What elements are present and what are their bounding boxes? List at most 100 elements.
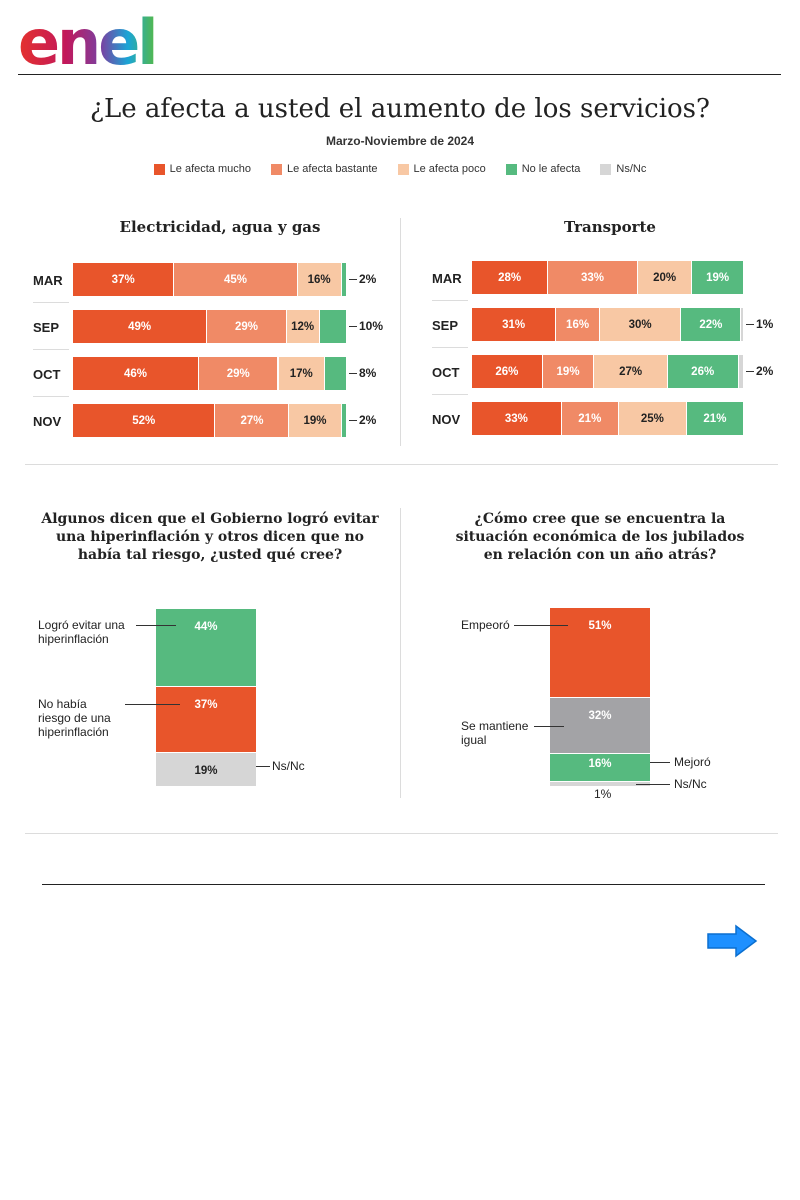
leader-line [125, 704, 180, 705]
outside-label: 2% [359, 413, 377, 427]
outside-label: 1% [756, 317, 774, 331]
annotation-line: Mejoró [674, 755, 711, 769]
row-separator [33, 349, 69, 350]
row-separator [33, 302, 69, 303]
bar-segment: 29% [199, 357, 278, 390]
leader-line [746, 371, 754, 372]
bar-segment [325, 357, 346, 390]
row-separator [432, 300, 468, 301]
leader-line [349, 279, 357, 280]
vertical-divider-top [400, 218, 401, 446]
category-label: SEP [33, 320, 60, 335]
enel-logo: enel [18, 8, 159, 68]
annotation-line: hiperinflación [38, 632, 109, 646]
outside-label: 2% [756, 364, 774, 378]
leader-line [349, 420, 357, 421]
bar-segment: 44% [156, 609, 256, 687]
bar-segment: 19% [692, 261, 743, 294]
annotation-line: igual [461, 733, 487, 747]
category-label: MAR [33, 273, 63, 288]
bar-segment: 27% [594, 355, 667, 388]
legend-label: Le afecta bastante [287, 163, 378, 175]
legend-label: Le afecta mucho [169, 163, 251, 175]
bar-segment: 21% [561, 402, 618, 435]
bar-segment [550, 782, 650, 787]
footer-rule [42, 884, 765, 885]
category-label: NOV [33, 414, 62, 429]
title-line: en relación con un año atrás? [483, 547, 717, 563]
legend-swatch [153, 163, 165, 175]
leader-line [256, 766, 270, 767]
arrow-right-icon[interactable] [706, 924, 758, 958]
legend-swatch [600, 163, 612, 175]
nsnc-value-label: 1% [594, 787, 612, 801]
bar-segment [341, 404, 346, 437]
title-line: había tal riesgo, ¿usted qué cree? [77, 547, 343, 563]
bar-segment: 37% [156, 687, 256, 753]
outside-label: 8% [359, 366, 377, 380]
outside-label: 10% [359, 319, 384, 333]
svg-text:enel: enel [18, 8, 156, 68]
category-label: MAR [432, 271, 462, 286]
legend-item: Le afecta mucho [153, 163, 251, 175]
leader-line [636, 784, 670, 785]
bar-segment: 29% [207, 310, 286, 343]
leader-line [136, 625, 176, 626]
chart2-title: Transporte [564, 218, 656, 236]
bar-segment: 25% [618, 402, 686, 435]
annotation-line: No había [38, 697, 87, 711]
leader-line [349, 373, 357, 374]
bar-segment: 20% [637, 261, 692, 294]
bar-segment: 49% [73, 310, 207, 343]
annotation-line: Ns/Nc [674, 777, 707, 791]
segment-annotation: Ns/Nc [674, 777, 707, 791]
bar-segment: 26% [667, 355, 738, 388]
bar-segment: 22% [681, 308, 741, 341]
bar-segment: 30% [599, 308, 681, 341]
bar-segment: 19% [156, 753, 256, 786]
category-label: OCT [33, 367, 61, 382]
title-line: ¿Cómo cree que se encuentra la [474, 511, 726, 527]
bar-segment: 37% [73, 263, 174, 296]
title-line: situación económica de los jubilados [455, 529, 745, 545]
leader-line [746, 324, 754, 325]
bar-segment: 28% [472, 261, 548, 294]
annotation-line: Logró evitar una [38, 618, 125, 632]
leader-line [650, 762, 670, 763]
q2-title: ¿Cómo cree que se encuentra la situación … [430, 510, 770, 564]
leader-line [534, 726, 564, 727]
bar-segment: 45% [174, 263, 297, 296]
bar-segment: 27% [215, 404, 289, 437]
segment-annotation: No había riesgo de una hiperinflación [38, 697, 111, 739]
segment-annotation: Logró evitar una hiperinflación [38, 618, 125, 646]
bar-segment [341, 263, 346, 296]
category-label: OCT [432, 365, 460, 380]
page-subtitle: Marzo-Noviembre de 2024 [325, 134, 475, 148]
header-rule [18, 74, 781, 75]
vertical-divider-bottom [400, 508, 401, 798]
segment-annotation: Se mantiene igual [461, 719, 528, 747]
bar-segment: 17% [278, 357, 325, 390]
bar-segment: 16% [297, 263, 341, 296]
bar-segment: 33% [472, 402, 561, 435]
page-title: ¿Le afecta a usted el aumento de los ser… [90, 94, 710, 124]
annotation-line: Se mantiene [461, 719, 529, 733]
title-line: una hiperinflación y otros dicen que no [56, 529, 364, 545]
bar-segment: 12% [286, 310, 319, 343]
annotation-line: hiperinflación [38, 725, 109, 739]
section-divider [25, 464, 778, 465]
annotation-line: Ns/Nc [272, 759, 305, 773]
category-label: NOV [432, 412, 461, 427]
segment-annotation: Mejoró [674, 755, 711, 769]
legend-item: Ns/Nc [600, 163, 646, 175]
legend-item: Le afecta poco [397, 163, 486, 175]
row-separator [432, 394, 468, 395]
bar-segment: 46% [73, 357, 199, 390]
legend-label: Ns/Nc [616, 163, 647, 175]
bar-segment [741, 308, 744, 341]
title-line: Algunos dicen que el Gobierno logró evit… [41, 511, 379, 527]
legend-label: No le afecta [521, 163, 581, 175]
legend-label: Le afecta poco [413, 163, 486, 175]
annotation-line: riesgo de una [38, 711, 111, 725]
bar-segment [319, 310, 346, 343]
